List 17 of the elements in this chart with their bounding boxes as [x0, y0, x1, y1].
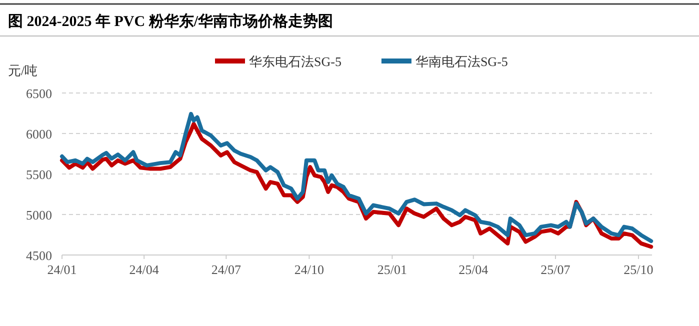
chart-title: 图 2024-2025 年 PVC 粉华东/华南市场价格走势图	[8, 12, 333, 30]
x-tick-label: 25/07	[540, 262, 571, 277]
x-tick-label: 24/10	[294, 262, 324, 277]
legend-label: 华南电石法SG-5	[415, 54, 508, 69]
x-tick-label: 25/10	[624, 262, 654, 277]
y-tick-label: 5500	[26, 167, 52, 182]
y-tick-label: 5000	[26, 208, 52, 222]
y-tick-label: 4500	[26, 248, 52, 263]
x-tick-label: 25/01	[377, 262, 407, 277]
y-tick-label: 6000	[26, 126, 52, 142]
x-tick-label: 24/01	[47, 262, 77, 277]
x-tick-label: 24/04	[129, 262, 160, 277]
y-tick-label: 6500	[26, 86, 52, 101]
x-tick-label: 25/04	[458, 262, 489, 277]
legend-label: 华东电石法SG-5	[249, 54, 342, 69]
y-axis-title: 元/吨	[8, 63, 38, 78]
x-tick-label: 24/07	[211, 262, 242, 277]
